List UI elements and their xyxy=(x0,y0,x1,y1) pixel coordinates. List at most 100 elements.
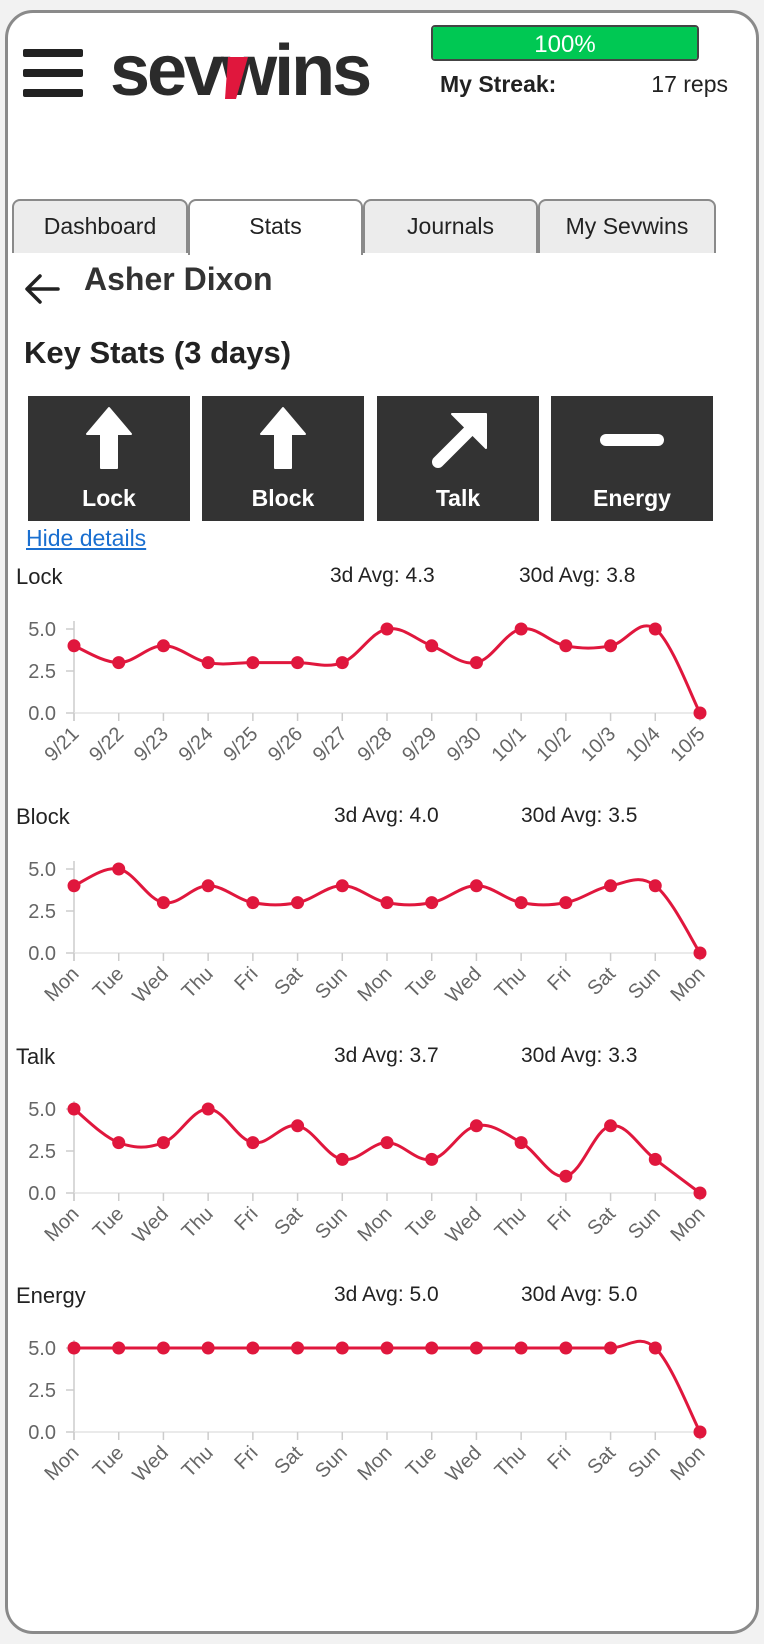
data-point[interactable] xyxy=(201,879,215,893)
data-point[interactable] xyxy=(604,1341,618,1355)
data-point[interactable] xyxy=(648,622,662,636)
data-point[interactable] xyxy=(335,656,349,670)
stat-tile-energy[interactable]: Energy xyxy=(551,396,713,521)
y-tick-label: 2.5 xyxy=(28,1380,56,1402)
stat-tile-lock[interactable]: Lock xyxy=(28,396,190,521)
data-point[interactable] xyxy=(67,1341,81,1355)
chart-energy: Energy 3d Avg: 5.0 30d Avg: 5.0 5.0 2.5 0.… xyxy=(14,1283,754,1523)
y-tick-label: 5.0 xyxy=(28,859,56,881)
three-day-average: 3d Avg: 3.7 xyxy=(334,1044,439,1067)
sevwins-logo: sevwins xyxy=(110,39,373,109)
x-tick-label: Thu xyxy=(178,1203,218,1243)
arrow-up-right-icon xyxy=(432,413,487,468)
data-point[interactable] xyxy=(693,706,707,720)
data-point[interactable] xyxy=(67,1102,81,1116)
data-point[interactable] xyxy=(514,622,528,636)
data-point[interactable] xyxy=(67,879,81,893)
data-point[interactable] xyxy=(291,1341,305,1355)
thirty-day-average: 30d Avg: 3.3 xyxy=(521,1044,638,1067)
hamburger-menu-icon[interactable] xyxy=(23,49,83,97)
chart-lock: Lock 3d Avg: 4.3 30d Avg: 3.8 5.0 2.5 0.0 9… xyxy=(14,564,754,804)
data-point[interactable] xyxy=(425,639,439,653)
stat-tile-talk[interactable]: Talk xyxy=(377,396,539,521)
data-point[interactable] xyxy=(380,1341,394,1355)
x-tick-label: 9/29 xyxy=(398,723,441,766)
data-point[interactable] xyxy=(469,656,483,670)
data-point[interactable] xyxy=(201,656,215,670)
thirty-day-average: 30d Avg: 3.5 xyxy=(521,804,638,827)
x-tick-label: 10/5 xyxy=(666,723,709,766)
data-point[interactable] xyxy=(156,639,170,653)
data-point[interactable] xyxy=(469,879,483,893)
data-point[interactable] xyxy=(246,1341,260,1355)
data-point[interactable] xyxy=(112,1341,126,1355)
data-point[interactable] xyxy=(693,1186,707,1200)
data-point[interactable] xyxy=(559,639,573,653)
x-tick-label: Mon xyxy=(666,963,709,1006)
data-point[interactable] xyxy=(559,1341,573,1355)
data-point[interactable] xyxy=(335,1152,349,1166)
data-point[interactable] xyxy=(693,1425,707,1439)
data-point[interactable] xyxy=(380,896,394,910)
data-point[interactable] xyxy=(291,896,305,910)
y-tick-label: 2.5 xyxy=(28,901,56,923)
y-tick-label: 5.0 xyxy=(28,619,56,641)
data-point[interactable] xyxy=(425,1341,439,1355)
x-tick-label: Tue xyxy=(402,1203,441,1242)
x-tick-label: Fri xyxy=(543,1442,575,1474)
data-point[interactable] xyxy=(425,896,439,910)
x-tick-label: Tue xyxy=(89,1442,128,1481)
tab-dashboard[interactable]: Dashboard xyxy=(12,199,188,253)
data-point[interactable] xyxy=(604,879,618,893)
data-point[interactable] xyxy=(156,896,170,910)
data-point[interactable] xyxy=(112,862,126,876)
data-point[interactable] xyxy=(246,1136,260,1150)
back-arrow-icon[interactable] xyxy=(22,271,62,307)
data-point[interactable] xyxy=(425,1152,439,1166)
data-point[interactable] xyxy=(201,1341,215,1355)
series-line xyxy=(73,624,702,714)
data-point[interactable] xyxy=(514,1341,528,1355)
data-point[interactable] xyxy=(291,656,305,670)
data-point[interactable] xyxy=(335,879,349,893)
data-point[interactable] xyxy=(335,1341,349,1355)
data-point[interactable] xyxy=(693,946,707,960)
progress-label: 100% xyxy=(534,31,596,58)
tab-stats[interactable]: Stats xyxy=(188,199,363,255)
data-point[interactable] xyxy=(648,1152,662,1166)
x-tick-label: 10/4 xyxy=(622,723,665,766)
x-tick-label: Sat xyxy=(583,1203,620,1240)
data-point[interactable] xyxy=(380,622,394,636)
streak-value: 17 reps xyxy=(651,71,728,97)
chart-title: Lock xyxy=(16,564,63,589)
data-point[interactable] xyxy=(112,656,126,670)
data-point[interactable] xyxy=(246,656,260,670)
data-point[interactable] xyxy=(514,896,528,910)
data-point[interactable] xyxy=(112,1136,126,1150)
data-point[interactable] xyxy=(514,1136,528,1150)
tab-my-sevwins[interactable]: My Sevwins xyxy=(538,199,716,253)
data-point[interactable] xyxy=(201,1102,215,1116)
data-point[interactable] xyxy=(156,1136,170,1150)
x-tick-label: Wed xyxy=(129,1442,173,1486)
data-point[interactable] xyxy=(246,896,260,910)
data-point[interactable] xyxy=(604,1119,618,1133)
stat-tile-block[interactable]: Block xyxy=(202,396,364,521)
data-point[interactable] xyxy=(380,1136,394,1150)
data-point[interactable] xyxy=(469,1341,483,1355)
data-point[interactable] xyxy=(559,1169,573,1183)
tab-journals[interactable]: Journals xyxy=(363,199,538,253)
data-point[interactable] xyxy=(559,896,573,910)
data-point[interactable] xyxy=(648,879,662,893)
x-tick-label: 9/27 xyxy=(309,723,352,766)
hide-details-link[interactable]: Hide details xyxy=(26,525,147,551)
arrow-up-icon xyxy=(260,407,306,469)
data-point[interactable] xyxy=(156,1341,170,1355)
player-name: Asher Dixon xyxy=(84,261,273,297)
data-point[interactable] xyxy=(648,1341,662,1355)
data-point[interactable] xyxy=(604,639,618,653)
data-point[interactable] xyxy=(469,1119,483,1133)
data-point[interactable] xyxy=(291,1119,305,1133)
data-point[interactable] xyxy=(67,639,81,653)
x-tick-label: Thu xyxy=(491,963,531,1003)
